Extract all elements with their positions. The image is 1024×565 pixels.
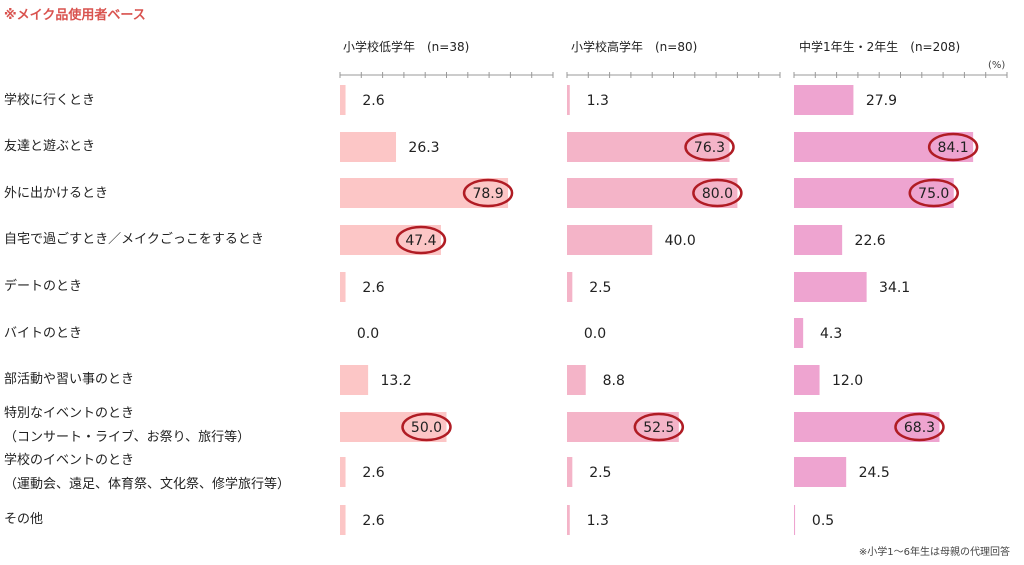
panel-title-junior-high: 中学1年生・2年生 (n=208) <box>799 40 961 54</box>
bar <box>340 412 447 442</box>
data-label: 8.8 <box>603 373 625 389</box>
data-label: 1.3 <box>587 93 609 109</box>
data-label: 68.3 <box>904 420 935 436</box>
bar <box>794 412 940 442</box>
data-label: 52.5 <box>643 420 674 436</box>
data-label: 80.0 <box>702 186 733 202</box>
category-label: 学校のイベントのとき <box>4 453 135 468</box>
bar <box>794 272 867 302</box>
category-label: 外に出かけるとき <box>4 186 109 201</box>
data-label: 40.0 <box>665 233 696 249</box>
highlight-circle <box>927 132 979 162</box>
data-label: 47.4 <box>405 233 436 249</box>
category-label: 部活動や習い事のとき <box>4 372 135 387</box>
data-label: 2.6 <box>362 93 384 109</box>
category-sublabel: （運動会、遠足、体育祭、文化祭、修学旅行等） <box>4 477 291 492</box>
data-label: 1.3 <box>587 513 609 529</box>
bar <box>340 365 369 395</box>
bar <box>794 178 954 208</box>
data-label: 24.5 <box>859 465 890 481</box>
bar <box>794 365 820 395</box>
bar <box>340 225 441 255</box>
highlight-circle <box>684 132 735 162</box>
bar <box>794 318 804 348</box>
bar <box>567 132 730 162</box>
bar <box>340 178 509 208</box>
data-label: 0.0 <box>357 326 379 342</box>
highlight-circle <box>692 178 743 208</box>
category-label: 学校に行くとき <box>4 93 96 108</box>
bar <box>340 505 346 535</box>
bar <box>794 85 854 115</box>
data-label: 2.6 <box>362 280 384 296</box>
data-label: 12.0 <box>832 373 863 389</box>
panel-title-lower-elementary: 小学校低学年 (n=38) <box>343 40 470 54</box>
data-label: 13.2 <box>381 373 412 389</box>
bar <box>567 412 679 442</box>
highlight-circle <box>894 412 945 442</box>
data-label: 27.9 <box>866 93 897 109</box>
data-label: 2.6 <box>362 513 384 529</box>
data-label: 4.3 <box>820 326 842 342</box>
data-label: 50.0 <box>411 420 442 436</box>
data-label: 75.0 <box>918 186 949 202</box>
category-label: バイトのとき <box>4 326 83 341</box>
bar <box>794 225 843 255</box>
bar <box>340 272 346 302</box>
bar <box>567 85 570 115</box>
category-label: 友達と遊ぶとき <box>4 139 96 154</box>
category-label: 特別なイベントのとき <box>4 406 135 421</box>
data-label: 76.3 <box>694 140 725 156</box>
bar <box>340 132 397 162</box>
data-label: 2.5 <box>589 465 611 481</box>
bar <box>567 225 653 255</box>
base-note: ※メイク品使用者ベース <box>4 8 146 23</box>
bar <box>567 505 570 535</box>
bar <box>794 505 796 535</box>
category-sublabel: （コンサート・ライブ、お祭り、旅行等） <box>4 430 251 445</box>
data-label: 78.9 <box>472 186 503 202</box>
category-label: その他 <box>4 512 44 527</box>
highlight-circle <box>395 225 447 255</box>
bar <box>340 457 346 487</box>
proxy-note: ※小学1〜6年生は母親の代理回答 <box>858 547 1010 558</box>
highlight-circle <box>633 412 685 442</box>
highlight-circle <box>908 178 959 208</box>
data-label: 2.6 <box>362 465 384 481</box>
bar <box>567 178 738 208</box>
bar <box>794 457 847 487</box>
data-label: 0.5 <box>812 513 834 529</box>
data-label: 22.6 <box>855 233 886 249</box>
bar <box>567 272 573 302</box>
data-label: 34.1 <box>879 280 910 296</box>
bar <box>567 365 586 395</box>
category-label: 自宅で過ごすとき／メイクごっこをするとき <box>4 232 264 247</box>
highlight-circle <box>401 412 452 442</box>
highlight-circle <box>462 178 514 208</box>
data-label: 84.1 <box>938 140 969 156</box>
unit-label: (%) <box>988 60 1006 71</box>
bar <box>567 457 573 487</box>
category-label: デートのとき <box>4 279 83 294</box>
data-label: 26.3 <box>408 140 439 156</box>
data-label: 2.5 <box>589 280 611 296</box>
bar <box>794 132 974 162</box>
panel-title-upper-elementary: 小学校高学年 (n=80) <box>571 40 698 54</box>
bar <box>340 85 346 115</box>
data-label: 0.0 <box>584 326 606 342</box>
